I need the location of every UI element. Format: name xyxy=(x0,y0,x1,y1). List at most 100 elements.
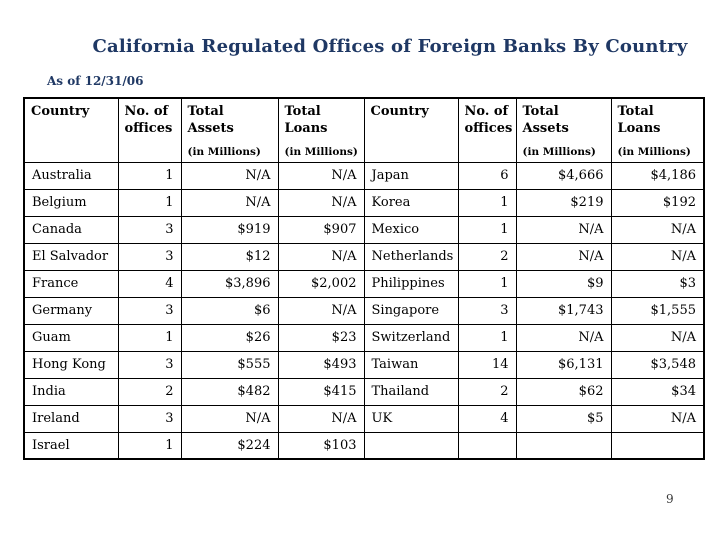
col-label: Total Assets xyxy=(522,104,569,136)
country-cell-left: India xyxy=(23,377,119,406)
assets-cell-left: $12 xyxy=(180,242,279,271)
loans-cell-right: N/A xyxy=(610,242,705,271)
col-label: No. of offices xyxy=(464,104,513,136)
country-cell-left: Israel xyxy=(23,431,119,460)
table-row: Germany 3 $6 N/A Singapore 3 $1,743 $1,5… xyxy=(23,296,705,325)
assets-cell-right: N/A xyxy=(515,215,612,244)
offices-cell-left: 3 xyxy=(117,242,182,271)
offices-cell-right: 1 xyxy=(457,269,517,298)
loans-cell-right xyxy=(610,431,705,460)
offices-cell-right: 6 xyxy=(457,161,517,190)
offices-cell-right: 1 xyxy=(457,323,517,352)
loans-cell-right: $192 xyxy=(610,188,705,217)
header-row: Country No. of offices Total Assets (in M… xyxy=(23,97,705,163)
offices-cell-left: 3 xyxy=(117,215,182,244)
loans-cell-left: $415 xyxy=(277,377,365,406)
offices-cell-right: 3 xyxy=(457,296,517,325)
col-sublabel: (in Millions) xyxy=(187,146,261,158)
country-cell-left: Germany xyxy=(23,296,119,325)
country-cell-right: Philippines xyxy=(363,269,459,298)
country-cell-right: Netherlands xyxy=(363,242,459,271)
country-cell-left: Belgium xyxy=(23,188,119,217)
assets-cell-left: $26 xyxy=(180,323,279,352)
country-cell-left: Ireland xyxy=(23,404,119,433)
loans-cell-right: N/A xyxy=(610,404,705,433)
country-cell-right xyxy=(363,431,459,460)
loans-cell-right: $3,548 xyxy=(610,350,705,379)
offices-cell-left: 4 xyxy=(117,269,182,298)
page-title: California Regulated Offices of Foreign … xyxy=(92,36,688,57)
assets-cell-left: $555 xyxy=(180,350,279,379)
assets-cell-right: $1,743 xyxy=(515,296,612,325)
assets-cell-left: N/A xyxy=(180,188,279,217)
offices-cell-right: 2 xyxy=(457,377,517,406)
offices-cell-right: 2 xyxy=(457,242,517,271)
table-row: France 4 $3,896 $2,002 Philippines 1 $9 … xyxy=(23,269,705,298)
offices-cell-right: 1 xyxy=(457,188,517,217)
country-cell-right: Japan xyxy=(363,161,459,190)
col-label: Total Loans xyxy=(617,104,661,136)
loans-cell-left: N/A xyxy=(277,161,365,190)
table-row: Belgium 1 N/A N/A Korea 1 $219 $192 xyxy=(23,188,705,217)
offices-cell-right: 14 xyxy=(457,350,517,379)
country-cell-right: Mexico xyxy=(363,215,459,244)
country-cell-left: Hong Kong xyxy=(23,350,119,379)
country-cell-right: UK xyxy=(363,404,459,433)
country-cell-right: Thailand xyxy=(363,377,459,406)
table-row: Israel 1 $224 $103 xyxy=(23,431,705,460)
table-row: Guam 1 $26 $23 Switzerland 1 N/A N/A xyxy=(23,323,705,352)
loans-cell-left: $103 xyxy=(277,431,365,460)
assets-cell-right: $6,131 xyxy=(515,350,612,379)
country-cell-left: Australia xyxy=(23,161,119,190)
country-cell-right: Singapore xyxy=(363,296,459,325)
col-header-loans-right: Total Loans (in Millions) xyxy=(610,97,705,163)
assets-cell-left: $224 xyxy=(180,431,279,460)
assets-cell-right: $62 xyxy=(515,377,612,406)
loans-cell-right: $4,186 xyxy=(610,161,705,190)
country-cell-left: El Salvador xyxy=(23,242,119,271)
country-cell-right: Taiwan xyxy=(363,350,459,379)
loans-cell-right: $1,555 xyxy=(610,296,705,325)
col-label: Country xyxy=(370,104,429,119)
assets-cell-right: $5 xyxy=(515,404,612,433)
col-header-loans-left: Total Loans (in Millions) xyxy=(277,97,365,163)
assets-cell-right: $219 xyxy=(515,188,612,217)
loans-cell-left: $907 xyxy=(277,215,365,244)
table-row: Canada 3 $919 $907 Mexico 1 N/A N/A xyxy=(23,215,705,244)
loans-cell-left: $493 xyxy=(277,350,365,379)
col-label: No. of offices xyxy=(124,104,173,136)
table-body: Australia 1 N/A N/A Japan 6 $4,666 $4,18… xyxy=(23,161,705,460)
loans-cell-left: N/A xyxy=(277,296,365,325)
table-row: Hong Kong 3 $555 $493 Taiwan 14 $6,131 $… xyxy=(23,350,705,379)
offices-cell-left: 1 xyxy=(117,188,182,217)
col-label: Total Loans xyxy=(284,104,328,136)
offices-cell-right: 4 xyxy=(457,404,517,433)
col-header-offices-right: No. of offices xyxy=(457,97,517,163)
country-cell-left: France xyxy=(23,269,119,298)
loans-cell-right: N/A xyxy=(610,323,705,352)
col-label: Country xyxy=(31,104,90,119)
table-header: Country No. of offices Total Assets (in M… xyxy=(23,97,705,163)
page-number: 9 xyxy=(666,492,674,506)
as-of-date: As of 12/31/06 xyxy=(47,74,144,88)
offices-cell-right: 1 xyxy=(457,215,517,244)
offices-cell-left: 3 xyxy=(117,296,182,325)
col-header-country-left: Country xyxy=(23,97,119,163)
foreign-banks-table: Country No. of offices Total Assets (in M… xyxy=(23,97,705,460)
offices-cell-left: 1 xyxy=(117,431,182,460)
assets-cell-right: $4,666 xyxy=(515,161,612,190)
loans-cell-left: N/A xyxy=(277,404,365,433)
assets-cell-right: N/A xyxy=(515,242,612,271)
loans-cell-right: N/A xyxy=(610,215,705,244)
col-sublabel: (in Millions) xyxy=(522,146,596,158)
loans-cell-left: $2,002 xyxy=(277,269,365,298)
offices-cell-left: 1 xyxy=(117,161,182,190)
offices-cell-left: 3 xyxy=(117,404,182,433)
country-cell-left: Canada xyxy=(23,215,119,244)
loans-cell-left: N/A xyxy=(277,242,365,271)
loans-cell-right: $3 xyxy=(610,269,705,298)
offices-cell-left: 2 xyxy=(117,377,182,406)
col-header-assets-left: Total Assets (in Millions) xyxy=(180,97,279,163)
col-header-offices-left: No. of offices xyxy=(117,97,182,163)
